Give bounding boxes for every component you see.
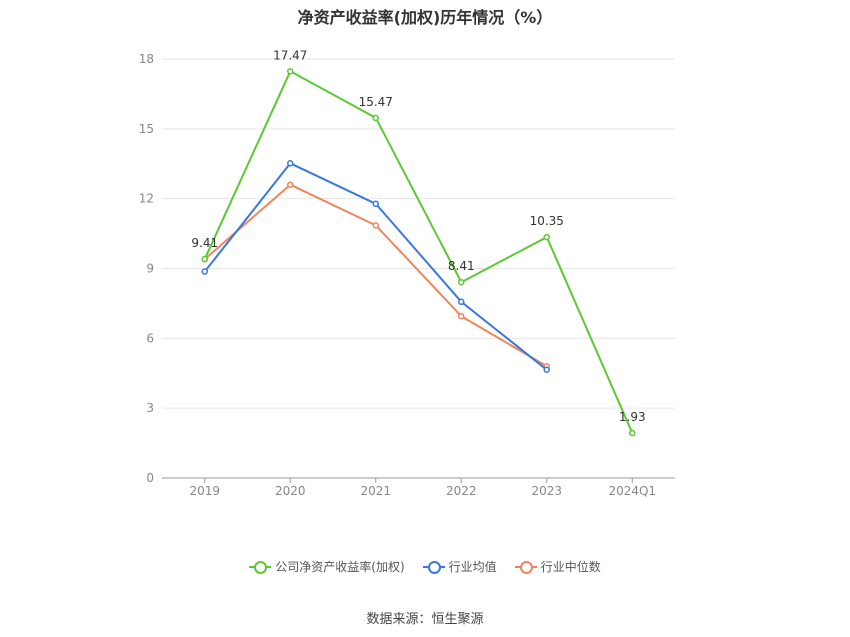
y-tick-label: 15: [139, 122, 154, 136]
legend-swatch-icon: [249, 560, 272, 574]
data-point: [543, 366, 550, 374]
y-tick-label: 0: [146, 471, 154, 485]
data-label: 1.93: [619, 410, 646, 424]
data-source: 数据来源：恒生聚源: [366, 612, 484, 627]
data-point: [372, 222, 379, 229]
data-point: [458, 298, 465, 306]
legend-swatch-icon: [514, 560, 537, 574]
x-tick-label: 2020: [275, 484, 306, 498]
data-point: [287, 68, 294, 75]
x-tick-label: 2023: [531, 484, 562, 498]
data-point: [458, 278, 465, 286]
data-point: [201, 255, 208, 263]
chart-title: 净资产收益率(加权)历年情况（%）: [297, 8, 553, 27]
data-point: [543, 233, 550, 241]
legend-item[interactable]: 行业均值: [422, 558, 497, 575]
data-point: [201, 268, 208, 275]
data-label: 15.47: [359, 95, 393, 109]
x-tick-label: 2024Q1: [608, 484, 656, 498]
legend: 公司净资产收益率(加权) 行业均值 行业中位数: [0, 558, 850, 575]
data-point: [372, 200, 379, 208]
y-tick-label: 18: [139, 52, 154, 66]
legend-label: 公司净资产收益率(加权): [275, 560, 405, 574]
x-tick-label: 2021: [360, 484, 391, 498]
data-label: 8.41: [448, 259, 475, 273]
data-label: 9.41: [191, 236, 218, 250]
series-layer: [201, 68, 636, 437]
series-line: [204, 183, 548, 368]
label-layer: 9.41 17.47 15.47 8.41 10.35 1.93: [191, 48, 645, 424]
legend-label: 行业中位数: [540, 560, 601, 574]
axis-layer: 0 3 6 9 12 15 18 2019 2020 2021 2022 2023 2024Q1: [139, 52, 675, 498]
data-point: [629, 429, 636, 437]
legend-swatch-icon: [422, 560, 445, 574]
y-tick-label: 6: [146, 331, 154, 345]
series-line: [203, 70, 634, 434]
data-point: [287, 181, 294, 188]
legend-label: 行业均值: [448, 560, 497, 574]
y-tick-label: 12: [139, 192, 154, 206]
data-label: 10.35: [530, 214, 564, 228]
data-point: [287, 160, 294, 167]
data-point: [372, 114, 379, 122]
x-tick-label: 2019: [189, 484, 220, 498]
data-label: 17.47: [273, 48, 307, 62]
x-tick-label: 2022: [446, 484, 477, 498]
y-tick-label: 3: [146, 401, 154, 415]
legend-item[interactable]: 公司净资产收益率(加权): [249, 558, 405, 575]
legend-item[interactable]: 行业中位数: [514, 558, 601, 575]
y-tick-label: 9: [146, 262, 154, 276]
data-point: [458, 312, 465, 320]
